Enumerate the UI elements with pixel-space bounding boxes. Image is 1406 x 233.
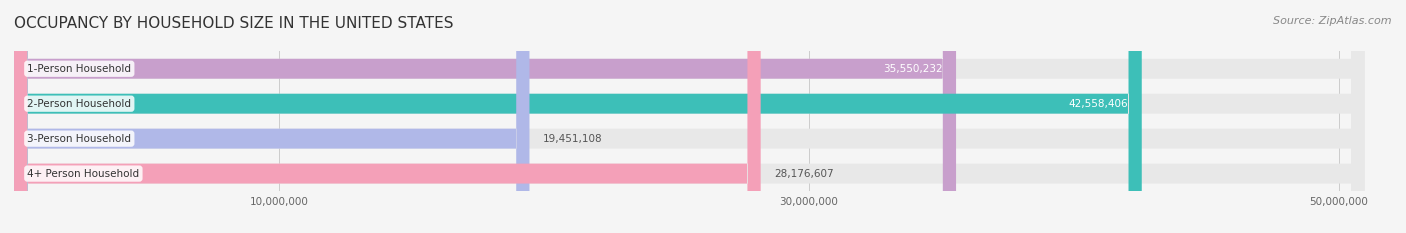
FancyBboxPatch shape <box>14 0 1142 233</box>
Text: 4+ Person Household: 4+ Person Household <box>27 169 139 178</box>
Text: 3-Person Household: 3-Person Household <box>27 134 131 144</box>
FancyBboxPatch shape <box>14 0 530 233</box>
FancyBboxPatch shape <box>14 0 761 233</box>
Text: 42,558,406: 42,558,406 <box>1069 99 1129 109</box>
Text: 1-Person Household: 1-Person Household <box>27 64 131 74</box>
Text: Source: ZipAtlas.com: Source: ZipAtlas.com <box>1274 16 1392 26</box>
Text: 2-Person Household: 2-Person Household <box>27 99 131 109</box>
Text: 19,451,108: 19,451,108 <box>543 134 602 144</box>
FancyBboxPatch shape <box>14 0 1364 233</box>
Text: 35,550,232: 35,550,232 <box>883 64 943 74</box>
FancyBboxPatch shape <box>14 0 1364 233</box>
FancyBboxPatch shape <box>14 0 956 233</box>
Text: 28,176,607: 28,176,607 <box>773 169 834 178</box>
FancyBboxPatch shape <box>14 0 1364 233</box>
Text: OCCUPANCY BY HOUSEHOLD SIZE IN THE UNITED STATES: OCCUPANCY BY HOUSEHOLD SIZE IN THE UNITE… <box>14 16 454 31</box>
FancyBboxPatch shape <box>14 0 1364 233</box>
